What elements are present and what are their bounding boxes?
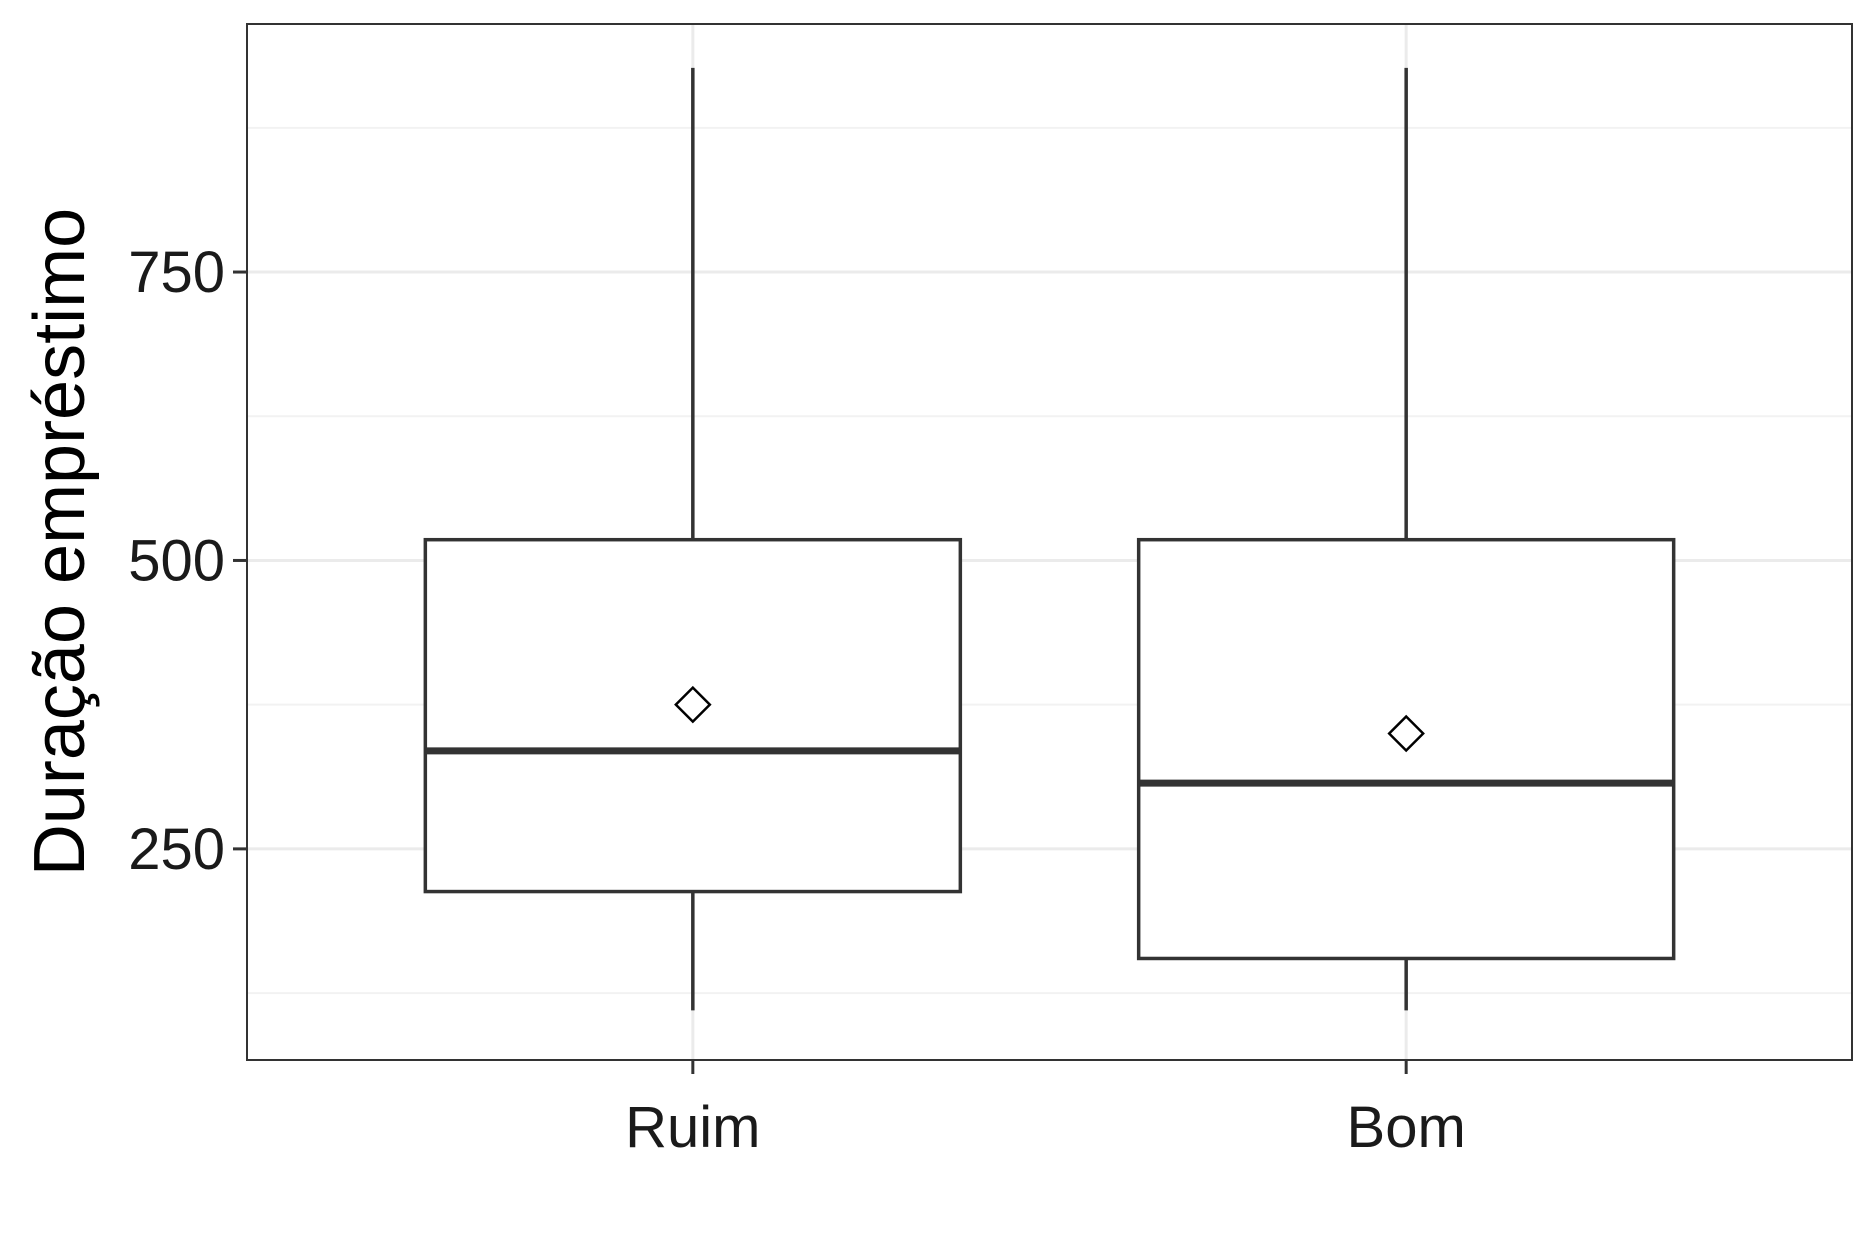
y-tick-label: 750: [128, 240, 225, 305]
x-axis: Ruim Bom: [625, 1060, 1466, 1160]
box-ruim: [423, 67, 963, 1011]
mean-marker: [1387, 714, 1425, 753]
boxes: [423, 67, 1676, 1011]
box-bom: [1136, 67, 1676, 1011]
y-tick-label: 250: [128, 817, 225, 882]
x-tick-label: Bom: [1347, 1095, 1466, 1160]
x-tick-label: Ruim: [625, 1095, 760, 1160]
y-axis: 250 500 750: [128, 240, 247, 882]
mean-marker: [674, 685, 712, 724]
y-tick-label: 500: [128, 528, 225, 593]
panel-border: [246, 23, 1853, 1061]
y-axis-title: Duração empréstimo: [20, 208, 100, 876]
